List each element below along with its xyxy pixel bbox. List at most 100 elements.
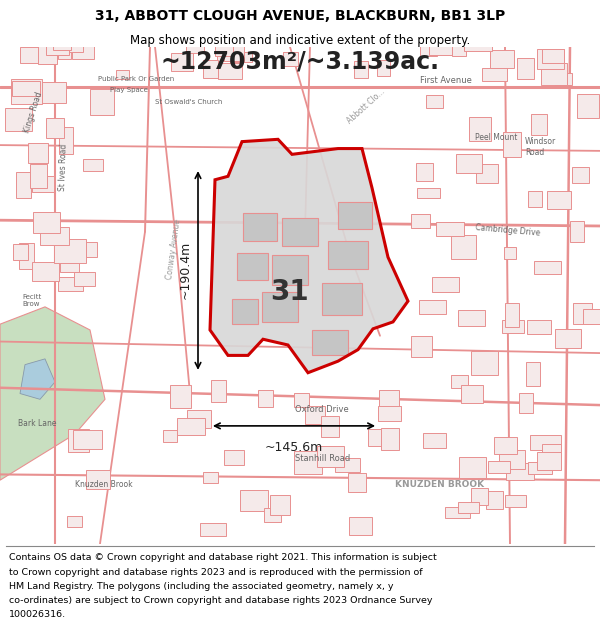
Polygon shape bbox=[58, 277, 83, 291]
Text: Play Space: Play Space bbox=[110, 87, 148, 93]
Polygon shape bbox=[5, 108, 32, 131]
Polygon shape bbox=[530, 434, 560, 450]
Polygon shape bbox=[32, 262, 59, 281]
Polygon shape bbox=[186, 43, 204, 53]
Text: Stanhill Road: Stanhill Road bbox=[295, 454, 350, 463]
Polygon shape bbox=[349, 518, 371, 534]
Polygon shape bbox=[537, 49, 565, 69]
Polygon shape bbox=[541, 62, 567, 85]
Polygon shape bbox=[240, 490, 268, 511]
Polygon shape bbox=[445, 506, 470, 518]
Polygon shape bbox=[83, 159, 103, 171]
Polygon shape bbox=[531, 114, 547, 135]
Polygon shape bbox=[542, 444, 561, 459]
Polygon shape bbox=[472, 351, 498, 374]
Polygon shape bbox=[170, 53, 193, 71]
Polygon shape bbox=[505, 303, 519, 328]
Polygon shape bbox=[528, 462, 553, 474]
Polygon shape bbox=[203, 60, 218, 78]
Polygon shape bbox=[485, 491, 503, 509]
Polygon shape bbox=[328, 241, 368, 269]
Text: Public Park Or Garden: Public Park Or Garden bbox=[98, 76, 174, 81]
Polygon shape bbox=[451, 236, 476, 259]
Polygon shape bbox=[526, 362, 540, 386]
Polygon shape bbox=[529, 191, 542, 206]
Polygon shape bbox=[210, 139, 408, 372]
Text: Map shows position and indicative extent of the property.: Map shows position and indicative extent… bbox=[130, 34, 470, 47]
Polygon shape bbox=[338, 202, 372, 229]
Polygon shape bbox=[11, 79, 42, 104]
Polygon shape bbox=[381, 428, 399, 450]
Polygon shape bbox=[577, 94, 599, 118]
Polygon shape bbox=[519, 393, 533, 413]
Polygon shape bbox=[232, 299, 258, 324]
Polygon shape bbox=[419, 299, 446, 314]
Polygon shape bbox=[33, 212, 60, 234]
Polygon shape bbox=[569, 221, 584, 242]
Polygon shape bbox=[46, 45, 70, 55]
Text: Cambridge Drive: Cambridge Drive bbox=[475, 223, 541, 238]
Polygon shape bbox=[423, 433, 446, 447]
Text: St Ives Road: St Ives Road bbox=[58, 144, 68, 191]
Polygon shape bbox=[19, 243, 34, 269]
Polygon shape bbox=[458, 310, 485, 326]
Polygon shape bbox=[30, 164, 47, 188]
Polygon shape bbox=[377, 59, 390, 76]
Text: Windsor
Road: Windsor Road bbox=[525, 138, 556, 157]
Text: Knuzden Brook: Knuzden Brook bbox=[75, 481, 133, 489]
Text: First Avenue: First Avenue bbox=[420, 76, 472, 85]
Polygon shape bbox=[32, 176, 54, 192]
Polygon shape bbox=[187, 410, 211, 428]
Polygon shape bbox=[211, 379, 226, 402]
Polygon shape bbox=[502, 320, 524, 333]
Polygon shape bbox=[224, 450, 244, 465]
Polygon shape bbox=[0, 307, 105, 480]
Text: ~190.4m: ~190.4m bbox=[179, 241, 192, 299]
Polygon shape bbox=[58, 46, 71, 59]
Polygon shape bbox=[80, 242, 97, 257]
Polygon shape bbox=[426, 94, 443, 108]
Polygon shape bbox=[494, 437, 517, 454]
Polygon shape bbox=[322, 282, 362, 315]
Polygon shape bbox=[272, 255, 308, 285]
Polygon shape bbox=[379, 390, 399, 408]
Polygon shape bbox=[73, 430, 102, 449]
Polygon shape bbox=[379, 406, 401, 421]
Polygon shape bbox=[283, 52, 298, 66]
Polygon shape bbox=[469, 118, 491, 141]
Polygon shape bbox=[488, 461, 510, 473]
Polygon shape bbox=[354, 61, 368, 78]
Polygon shape bbox=[418, 188, 440, 198]
Text: Kings Road: Kings Road bbox=[22, 90, 44, 134]
Polygon shape bbox=[517, 58, 533, 79]
Polygon shape bbox=[436, 222, 464, 236]
Polygon shape bbox=[72, 39, 94, 59]
Polygon shape bbox=[262, 292, 298, 322]
Polygon shape bbox=[458, 501, 479, 513]
Polygon shape bbox=[411, 336, 431, 357]
Polygon shape bbox=[429, 41, 457, 56]
Text: KNUZDEN BROOK: KNUZDEN BROOK bbox=[395, 481, 484, 489]
Text: St Oswald's Church: St Oswald's Church bbox=[155, 99, 223, 104]
Polygon shape bbox=[230, 52, 253, 62]
Polygon shape bbox=[54, 239, 86, 262]
Polygon shape bbox=[217, 42, 237, 61]
Polygon shape bbox=[257, 390, 273, 407]
Text: 31, ABBOTT CLOUGH AVENUE, BLACKBURN, BB1 3LP: 31, ABBOTT CLOUGH AVENUE, BLACKBURN, BB1… bbox=[95, 9, 505, 23]
Text: co-ordinates) are subject to Crown copyright and database rights 2023 Ordnance S: co-ordinates) are subject to Crown copyr… bbox=[9, 596, 433, 605]
Polygon shape bbox=[499, 450, 525, 469]
Polygon shape bbox=[294, 451, 322, 474]
Polygon shape bbox=[170, 385, 191, 408]
Polygon shape bbox=[28, 143, 48, 163]
Polygon shape bbox=[163, 431, 178, 442]
Polygon shape bbox=[38, 44, 56, 64]
Text: to Crown copyright and database rights 2023 and is reproduced with the permissio: to Crown copyright and database rights 2… bbox=[9, 568, 422, 577]
Polygon shape bbox=[574, 302, 592, 324]
Polygon shape bbox=[476, 164, 499, 183]
Polygon shape bbox=[13, 244, 28, 261]
Polygon shape bbox=[482, 68, 508, 81]
Polygon shape bbox=[503, 132, 521, 157]
Text: Fecitt
Brow: Fecitt Brow bbox=[22, 294, 41, 307]
Polygon shape bbox=[464, 33, 492, 51]
Polygon shape bbox=[40, 228, 69, 244]
